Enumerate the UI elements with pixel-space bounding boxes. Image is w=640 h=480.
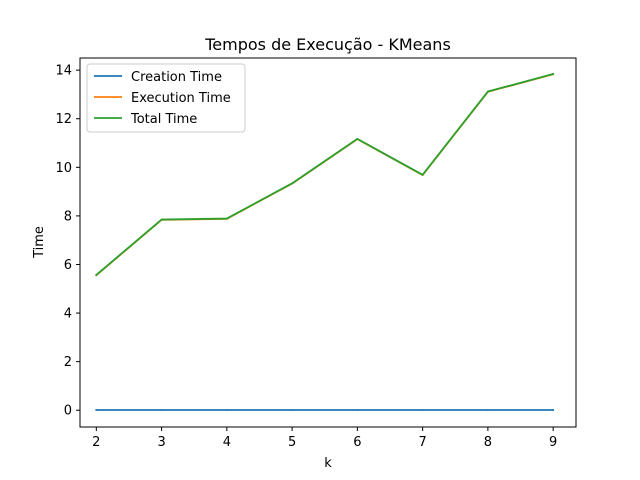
data-point xyxy=(356,137,359,140)
legend: Creation Time Execution Time Total Time xyxy=(86,63,246,133)
data-point xyxy=(225,217,228,220)
y-tick-label: 14 xyxy=(55,64,72,79)
x-tick-label: 7 xyxy=(418,435,426,450)
y-tick-label: 12 xyxy=(55,112,72,127)
data-point xyxy=(486,409,489,411)
y-axis-label: Time xyxy=(32,226,47,259)
data-point xyxy=(160,218,163,221)
x-tick-label: 9 xyxy=(549,435,557,450)
data-point xyxy=(421,409,424,411)
x-tick-label: 2 xyxy=(92,435,100,450)
x-axis-label: k xyxy=(324,456,332,471)
y-tick-label: 8 xyxy=(64,209,72,224)
series-line-total-time xyxy=(95,72,555,277)
axes-frame xyxy=(79,57,577,428)
legend-frame xyxy=(86,63,246,133)
data-point xyxy=(552,73,555,75)
data-point xyxy=(291,409,294,411)
x-tick-label: 6 xyxy=(353,435,361,450)
x-tick-label: 3 xyxy=(157,435,165,450)
x-tick-label: 8 xyxy=(484,435,492,450)
legend-label: Execution Time xyxy=(131,91,231,106)
y-tick-label: 2 xyxy=(64,355,72,370)
data-point xyxy=(356,409,359,411)
y-tick-label: 4 xyxy=(64,307,72,322)
x-tick-label: 4 xyxy=(223,435,231,450)
data-point xyxy=(225,409,228,411)
data-point xyxy=(95,274,98,276)
x-tick-label: 5 xyxy=(288,435,296,450)
y-tick-label: 6 xyxy=(64,258,72,273)
legend-label: Total Time xyxy=(130,112,197,127)
x-axis: 2 3 4 5 6 7 8 9 xyxy=(92,427,557,450)
y-tick-label: 10 xyxy=(55,161,72,176)
y-axis: 0 2 4 6 8 10 12 14 xyxy=(55,64,80,419)
data-point xyxy=(291,182,294,185)
legend-label: Creation Time xyxy=(131,70,222,85)
data-point xyxy=(486,90,489,93)
series-layer xyxy=(95,72,555,411)
data-point xyxy=(552,409,555,411)
chart-title: Tempos de Execução - KMeans xyxy=(204,35,451,54)
data-point xyxy=(95,409,98,411)
y-tick-label: 0 xyxy=(64,404,72,419)
data-point xyxy=(421,173,424,176)
data-point xyxy=(160,409,163,411)
plot-area: 2 3 4 5 6 7 8 9 0 2 4 6 8 10 12 14 xyxy=(55,57,577,450)
